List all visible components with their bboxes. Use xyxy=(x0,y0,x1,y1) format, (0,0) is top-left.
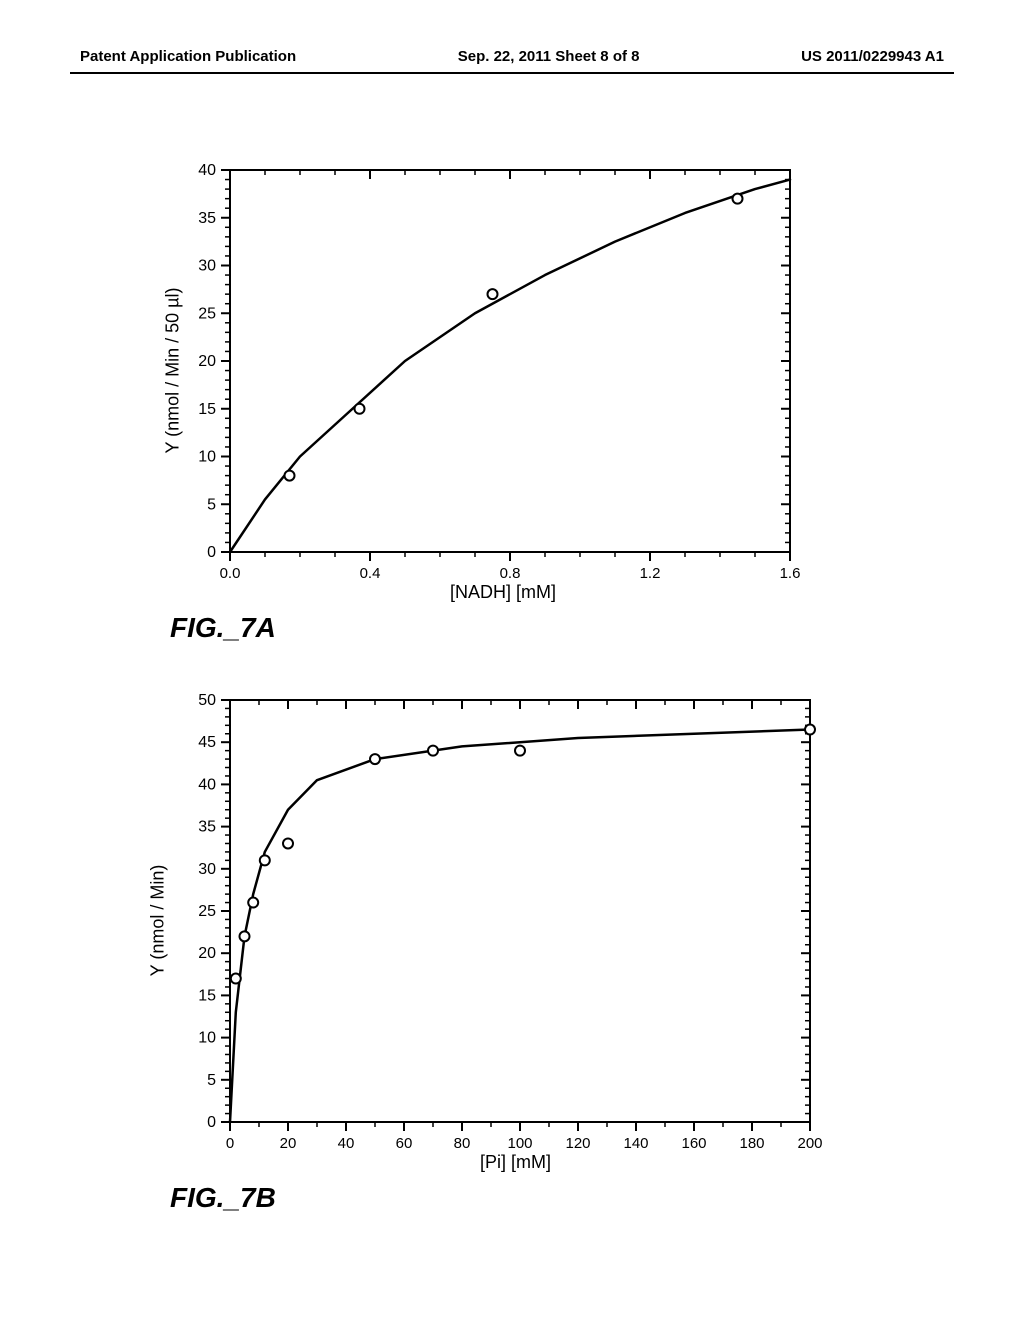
svg-text:15: 15 xyxy=(198,987,216,1004)
chart-b-xlabel: [Pi] [mM] xyxy=(480,1152,551,1173)
chart-b: 0 5 10 15 20 25 30 35 40 45 50 0 20 40 60 80 100 120 140 16… xyxy=(170,690,830,1170)
svg-text:200: 200 xyxy=(797,1135,822,1152)
svg-text:30: 30 xyxy=(198,861,216,878)
svg-text:120: 120 xyxy=(565,1135,590,1152)
svg-text:40: 40 xyxy=(198,162,216,179)
svg-text:20: 20 xyxy=(198,945,216,962)
chart-a: 05101520253035400.00.40.81.21.6 Y (nmol … xyxy=(170,160,810,600)
svg-text:40: 40 xyxy=(338,1135,355,1152)
chart-a-ylabel: Y (nmol / Min / 50 µl) xyxy=(163,287,184,453)
svg-text:20: 20 xyxy=(280,1135,297,1152)
svg-text:25: 25 xyxy=(198,305,216,322)
svg-text:160: 160 xyxy=(681,1135,706,1152)
svg-text:10: 10 xyxy=(198,1030,216,1047)
svg-text:25: 25 xyxy=(198,903,216,920)
svg-text:35: 35 xyxy=(198,210,216,227)
chart-a-xlabel: [NADH] [mM] xyxy=(450,582,556,603)
header-right: US 2011/0229943 A1 xyxy=(801,48,944,65)
chart-a-svg: 0 5 10 15 20 25 30 35 40 0.0 0.4 0.8 1.2 1.6 xyxy=(170,160,810,600)
svg-text:30: 30 xyxy=(198,258,216,275)
header-left: Patent Application Publication xyxy=(80,48,296,65)
header-divider xyxy=(70,72,954,74)
svg-text:20: 20 xyxy=(198,353,216,370)
svg-text:35: 35 xyxy=(198,819,216,836)
svg-text:5: 5 xyxy=(207,1072,216,1089)
svg-text:1.6: 1.6 xyxy=(780,565,801,582)
header: Patent Application Publication Sep. 22, … xyxy=(0,48,1024,65)
header-center: Sep. 22, 2011 Sheet 8 of 8 xyxy=(458,48,640,65)
svg-text:10: 10 xyxy=(198,449,216,466)
svg-text:60: 60 xyxy=(396,1135,413,1152)
chart-b-svg: 0 5 10 15 20 25 30 35 40 45 50 0 20 40 60 80 100 120 140 16… xyxy=(170,690,830,1170)
svg-text:0: 0 xyxy=(207,544,216,561)
svg-text:140: 140 xyxy=(623,1135,648,1152)
figure-label-a: FIG._7A xyxy=(170,612,276,644)
svg-text:0.0: 0.0 xyxy=(220,565,241,582)
svg-text:80: 80 xyxy=(454,1135,471,1152)
svg-text:0: 0 xyxy=(226,1135,234,1152)
svg-text:50: 50 xyxy=(198,692,216,709)
svg-text:45: 45 xyxy=(198,734,216,751)
figure-label-b: FIG._7B xyxy=(170,1182,276,1214)
svg-text:15: 15 xyxy=(198,401,216,418)
svg-text:1.2: 1.2 xyxy=(640,565,661,582)
chart-b-ylabel: Y (nmol / Min) xyxy=(147,865,168,977)
svg-text:0: 0 xyxy=(207,1114,216,1131)
svg-text:180: 180 xyxy=(739,1135,764,1152)
svg-text:0.4: 0.4 xyxy=(360,565,381,582)
svg-text:40: 40 xyxy=(198,776,216,793)
svg-text:100: 100 xyxy=(507,1135,532,1152)
svg-text:0.8: 0.8 xyxy=(500,565,521,582)
svg-text:5: 5 xyxy=(207,496,216,513)
